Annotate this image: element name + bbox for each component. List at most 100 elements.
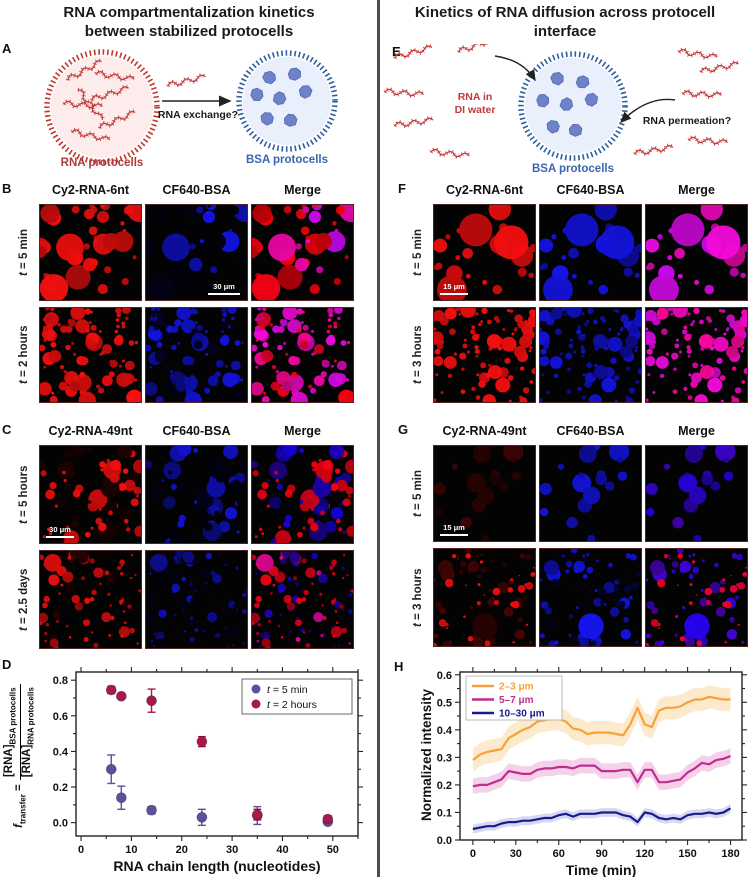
svg-text:0.3: 0.3 xyxy=(437,752,452,764)
svg-text:0.4: 0.4 xyxy=(53,746,69,758)
droplet-field-image xyxy=(646,308,747,402)
svg-text:120: 120 xyxy=(635,848,653,860)
svg-text:60: 60 xyxy=(553,848,565,860)
panel-f-micrograph-grid: Cy2-RNA-6nt CF640-BSA Merge t = 5 min 15… xyxy=(406,183,748,403)
micrograph-f-3h-bsa xyxy=(539,307,642,403)
permeation-question-arrow-icon xyxy=(620,98,676,123)
svg-text:0: 0 xyxy=(78,844,84,856)
left-title-line1: RNA compartmentalization kinetics xyxy=(63,4,315,21)
column-header: Merge xyxy=(284,183,321,197)
droplet-field-image xyxy=(146,551,247,648)
micrograph-b-5min-rna xyxy=(39,204,142,301)
svg-text:50: 50 xyxy=(327,844,339,856)
bsa-protocell-icon xyxy=(518,51,628,161)
svg-text:90: 90 xyxy=(596,848,608,860)
error-band xyxy=(472,803,731,834)
legend-box xyxy=(465,675,563,721)
micrograph-b-5min-merge xyxy=(251,204,354,301)
panel-c-micrograph-grid: Cy2-RNA-49nt CF640-BSA Merge t = 5 hours… xyxy=(12,424,354,649)
scale-bar: 15 μm xyxy=(440,524,468,536)
svg-text:0.6: 0.6 xyxy=(53,711,68,723)
svg-text:0.0: 0.0 xyxy=(437,835,452,847)
line-chart-normalized-intensity: 0 30 60 90 120 150 180 0.0 0.1 0.2 0.3 0.4 0.5 0.6 Tim… xyxy=(437,667,747,877)
legend-box xyxy=(241,678,353,715)
svg-text:0.4: 0.4 xyxy=(437,725,453,737)
droplet-field-image xyxy=(252,446,353,543)
row-time-label: t = 2 hours xyxy=(18,325,30,385)
micrograph-c-25d-bsa xyxy=(145,550,248,649)
micrograph-c-5h-merge xyxy=(251,445,354,544)
svg-text:t = 5 min: t = 5 min xyxy=(267,684,308,696)
panel-label-h: H xyxy=(394,659,404,674)
svg-text:0.1: 0.1 xyxy=(437,807,452,819)
droplet-field-image xyxy=(540,549,641,646)
micrograph-g-5min-bsa xyxy=(539,445,642,542)
left-title-line2: between stabilized protocells xyxy=(84,23,294,40)
rna-strand-icon xyxy=(166,73,207,88)
column-header: CF640-BSA xyxy=(556,424,625,438)
panel-label-a: A xyxy=(2,41,12,56)
row-time-label: t = 3 hours xyxy=(412,568,424,627)
micrograph-f-3h-merge xyxy=(645,307,748,403)
micrograph-f-5min-rna: 15 μm xyxy=(433,204,536,301)
svg-text:30: 30 xyxy=(226,844,238,856)
svg-text:0.8: 0.8 xyxy=(53,675,68,687)
column-header: Merge xyxy=(284,424,321,438)
micrograph-g-5min-merge xyxy=(645,445,748,542)
series-line xyxy=(472,754,731,788)
bsa-blob-icon xyxy=(250,67,313,127)
droplet-field-image xyxy=(434,308,535,402)
droplet-field-image xyxy=(146,446,247,543)
svg-text:40: 40 xyxy=(276,844,288,856)
rna-di-water-label-line1: RNA in xyxy=(458,91,493,103)
svg-text:10–30 μm: 10–30 μm xyxy=(499,709,545,720)
series-line xyxy=(472,807,732,831)
droplet-field-image xyxy=(252,551,353,648)
svg-text:10: 10 xyxy=(125,844,137,856)
svg-text:30: 30 xyxy=(510,848,522,860)
series-t = 5 min xyxy=(107,754,332,827)
micrograph-b-5min-bsa: 30 μm xyxy=(145,204,248,301)
panel-label-d: D xyxy=(2,657,12,672)
droplet-field-image xyxy=(252,205,353,300)
svg-text:0.5: 0.5 xyxy=(437,697,452,709)
micrograph-f-5min-bsa xyxy=(539,204,642,301)
svg-text:0: 0 xyxy=(470,848,476,860)
panel-label-g: G xyxy=(398,422,409,437)
column-header: Cy2-RNA-49nt xyxy=(442,424,527,438)
droplet-field-image xyxy=(40,308,141,402)
bsa-protocell-icon xyxy=(236,50,338,152)
micrograph-b-2h-merge xyxy=(251,307,354,403)
micrograph-c-5h-rna: 30 μm xyxy=(39,445,142,544)
droplet-field-image xyxy=(540,205,641,300)
scale-bar: 30 μm xyxy=(208,283,240,295)
column-header: Cy2-RNA-6nt xyxy=(445,183,524,197)
bsa-blob-icon xyxy=(536,71,599,137)
column-header: Merge xyxy=(678,183,715,197)
micrograph-c-5h-bsa xyxy=(145,445,248,544)
svg-text:t = 2 hours: t = 2 hours xyxy=(267,699,317,711)
series-line xyxy=(472,695,731,761)
right-title-line1: Kinetics of RNA diffusion across protoce… xyxy=(414,4,716,21)
panel-label-f: F xyxy=(398,181,406,196)
micrograph-b-2h-rna xyxy=(39,307,142,403)
row-time-label: t = 5 min xyxy=(412,470,424,517)
micrograph-g-5min-rna: 15 μm xyxy=(433,445,536,542)
chart-d-y-axis-label: ftransfer = [RNA]BSA protocells [RNA]RNA… xyxy=(0,656,43,856)
droplet-field-image xyxy=(146,308,247,402)
droplet-field-image xyxy=(540,308,641,402)
svg-text:0.2: 0.2 xyxy=(53,782,68,794)
row-time-label: t = 2.5 days xyxy=(18,568,30,631)
svg-text:0.2: 0.2 xyxy=(437,780,452,792)
scale-bar: 15 μm xyxy=(440,283,468,295)
svg-text:20: 20 xyxy=(176,844,188,856)
micrograph-c-25d-rna xyxy=(39,550,142,649)
rna-protocell-icon xyxy=(44,49,160,165)
diagram-rna-exchange: RNA exchange? RNA protocells BSA protoce… xyxy=(44,49,338,169)
scatter-chart-rna-transfer: 0 10 20 30 40 50 0.0 0.2 0.4 0.6 0.8 RNA chain leng… xyxy=(53,667,363,874)
panel-label-e: E xyxy=(392,44,401,59)
micrograph-f-3h-rna xyxy=(433,307,536,403)
column-header: Cy2-RNA-49nt xyxy=(48,424,133,438)
scale-bar: 30 μm xyxy=(46,526,74,538)
micrograph-c-25d-merge xyxy=(251,550,354,649)
